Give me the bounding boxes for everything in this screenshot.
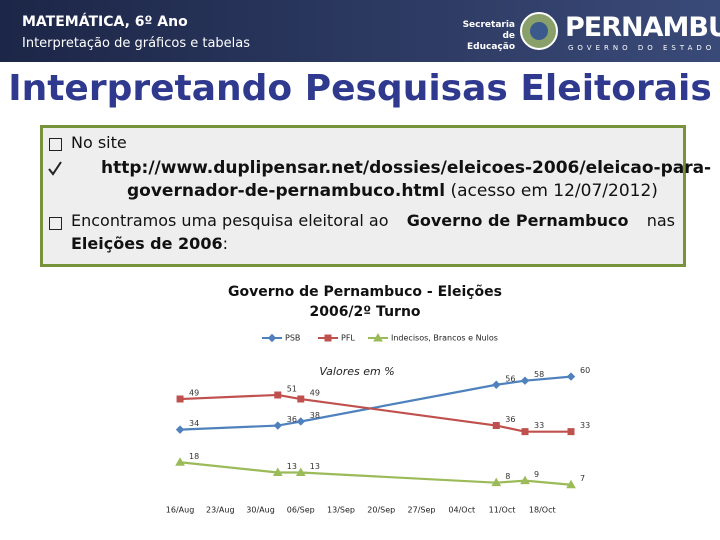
data-label: 36 <box>505 415 515 424</box>
x-tick-label: 18/Oct <box>529 506 556 515</box>
series-line <box>180 393 572 433</box>
marker <box>176 395 184 403</box>
legend-marker <box>267 333 277 343</box>
data-label: 7 <box>580 474 585 483</box>
x-tick-label: 11/Oct <box>489 506 516 515</box>
data-label: 58 <box>534 370 544 379</box>
data-label: 13 <box>310 462 320 471</box>
data-label: 56 <box>505 374 515 383</box>
data-label: 36 <box>287 415 297 424</box>
marker <box>175 425 185 434</box>
access-note: (acesso em 12/07/2012) <box>450 181 658 201</box>
marker <box>274 391 282 399</box>
logo-line: Educação <box>467 42 515 52</box>
header-subtitle: Interpretação de gráficos e tabelas <box>22 36 251 51</box>
marker <box>297 395 305 403</box>
data-label: 38 <box>310 411 320 420</box>
data-label: 33 <box>534 421 544 430</box>
marker <box>492 380 501 389</box>
logo-department: Secretaria de Educação <box>455 20 515 53</box>
legend-label: PFL <box>341 334 355 343</box>
legend-marker <box>324 334 332 342</box>
x-tick-label: 04/Oct <box>448 506 475 515</box>
data-label: 51 <box>287 384 297 393</box>
bullet-text-bold: Eleições de 2006 <box>71 234 223 253</box>
legend-marker <box>373 332 383 342</box>
bullet <box>49 217 62 230</box>
chart-subtitle: Valores em % <box>319 365 394 378</box>
bullet <box>49 138 62 151</box>
x-tick-label: 13/Sep <box>327 506 355 515</box>
emblem <box>520 12 558 50</box>
marker <box>296 417 305 426</box>
series-line <box>179 461 572 486</box>
bullet-text: : <box>222 234 228 253</box>
check <box>48 161 62 176</box>
marker <box>273 421 282 430</box>
logo-government: GOVERNO DO ESTADO <box>568 44 716 52</box>
link[interactable]: governador-de-pernambuco.html <box>127 181 446 201</box>
marker <box>566 372 576 381</box>
marker <box>272 467 283 476</box>
data-label: 34 <box>189 419 199 428</box>
logo-state: PERNAMBUCO <box>565 12 720 43</box>
data-label: 49 <box>189 389 199 398</box>
marker <box>521 428 529 436</box>
x-tick-label: 27/Sep <box>408 506 436 515</box>
slide-title: Interpretando Pesquisas Eleitorais <box>8 68 712 109</box>
marker <box>175 457 185 466</box>
x-tick-label: 16/Aug <box>166 506 195 515</box>
bullet-text-bold: Governo de Pernambuco <box>406 211 629 230</box>
data-label: 18 <box>189 452 199 461</box>
marker <box>567 428 575 436</box>
marker <box>491 477 502 487</box>
marker <box>566 479 576 489</box>
content-box: No site http://www.duplipensar.net/dossi… <box>40 125 711 267</box>
marker <box>520 376 530 385</box>
data-label: 33 <box>580 421 590 430</box>
marker <box>520 475 530 485</box>
x-tick-label: 20/Sep <box>367 506 395 515</box>
data-label: 13 <box>287 462 297 471</box>
data-label: 49 <box>310 389 320 398</box>
link[interactable]: http://www.duplipensar.net/dossies/eleic… <box>101 158 712 178</box>
legend-label: PSB <box>285 334 300 343</box>
marker <box>492 422 500 430</box>
data-label: 9 <box>534 470 539 479</box>
x-tick-label: 23/Aug <box>206 506 235 515</box>
marker <box>295 467 306 476</box>
bullet-text: Encontramos uma pesquisa eleitoral ao <box>71 211 389 230</box>
course: MATEMÁTICA, 6º Ano <box>22 14 188 30</box>
chart-title: Governo de Pernambuco - Eleições 2006/2º… <box>227 284 502 320</box>
data-label: 60 <box>580 366 590 375</box>
legend-label: Indecisos, Brancos e Nulos <box>391 334 498 343</box>
data-label: 8 <box>505 472 510 481</box>
bullet-text: nas <box>646 211 675 230</box>
series-line <box>180 375 572 431</box>
logo-line: Secretaria de <box>462 20 515 41</box>
x-tick-label: 30/Aug <box>246 506 275 515</box>
header-bar <box>0 0 720 62</box>
x-tick-label: 06/Sep <box>287 506 315 515</box>
bullet-text: No site <box>71 133 127 152</box>
